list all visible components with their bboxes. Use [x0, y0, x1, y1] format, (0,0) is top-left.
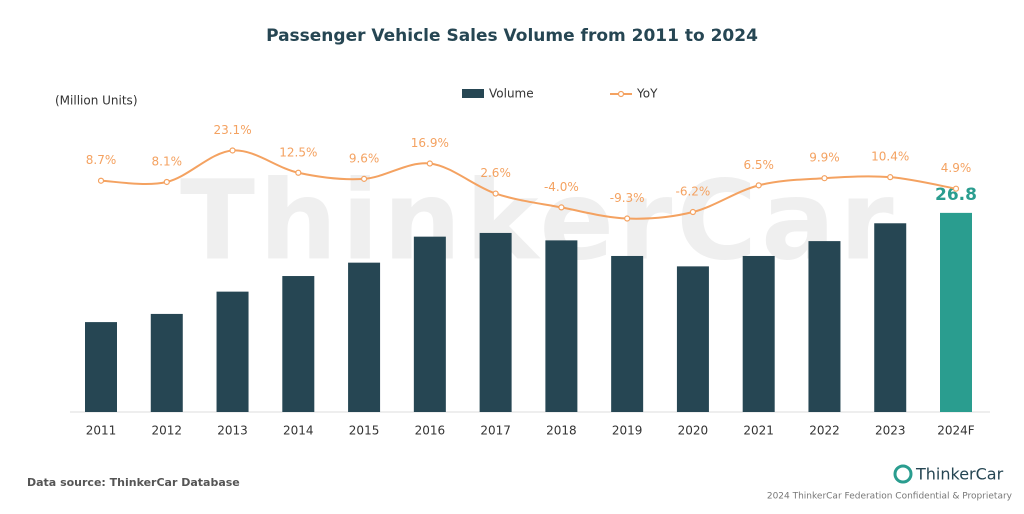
value-label: 26.8 [935, 185, 977, 205]
x-tick-label: 2013 [217, 424, 248, 438]
bar [85, 322, 117, 412]
x-tick-label: 2019 [612, 424, 643, 438]
x-tick-label: 2021 [743, 424, 774, 438]
legend-label: Volume [489, 87, 534, 101]
yoy-label: 12.5% [279, 145, 317, 159]
yoy-point [229, 147, 236, 154]
yoy-point [426, 160, 433, 167]
yoy-point [624, 215, 631, 222]
bar [940, 212, 972, 412]
bar [808, 241, 841, 412]
yoy-label: -9.3% [610, 191, 645, 205]
watermark: ThinkerCar [180, 156, 898, 284]
yoy-point [689, 208, 697, 216]
yoy-label: 4.9% [941, 161, 972, 175]
x-tick-label: 2017 [480, 424, 511, 438]
bar [413, 236, 446, 412]
yoy-point [755, 182, 762, 189]
yoy-label: 9.9% [809, 151, 840, 165]
x-tick-label: 2023 [875, 424, 906, 438]
unit-label: (Million Units) [55, 94, 138, 108]
yoy-point [295, 169, 302, 176]
yoy-label: 16.9% [411, 136, 449, 150]
yoy-label: 2.6% [480, 166, 511, 180]
bar [874, 223, 907, 412]
yoy-point [492, 190, 499, 197]
yoy-point [360, 175, 368, 182]
footer: 2024 ThinkerCar Federation Confidential … [767, 492, 1013, 502]
yoy-label: 8.7% [86, 153, 117, 167]
x-tick-label: 2011 [86, 424, 117, 438]
bar [216, 291, 249, 412]
legend-marker [617, 90, 625, 98]
bar [611, 255, 644, 412]
x-tick-label: 2018 [546, 424, 577, 438]
chart-title: Passenger Vehicle Sales Volume from 2011… [266, 26, 758, 46]
yoy-label: 6.5% [743, 158, 774, 172]
bar [742, 255, 775, 412]
yoy-label: -4.0% [544, 180, 579, 194]
yoy-label: -6.2% [676, 185, 711, 199]
yoy-point [821, 175, 828, 182]
bar [348, 262, 381, 412]
brand: ThinkerCar [915, 465, 1004, 484]
yoy-point [558, 204, 565, 211]
bar [282, 276, 315, 412]
x-tick-label: 2024F [937, 424, 975, 438]
yoy-point [887, 174, 894, 181]
bar [479, 232, 512, 412]
logo-icon [893, 464, 913, 484]
legend-label: YoY [636, 87, 658, 101]
yoy-label: 10.4% [871, 150, 909, 164]
x-tick-label: 2014 [283, 424, 314, 438]
x-tick-label: 2016 [415, 424, 446, 438]
x-tick-label: 2012 [151, 424, 182, 438]
yoy-line [100, 149, 957, 220]
yoy-point [97, 177, 105, 184]
yoy-point [952, 185, 960, 192]
bar [545, 240, 578, 412]
source: Data source: ThinkerCar Database [27, 476, 240, 489]
x-tick-label: 2022 [809, 424, 840, 438]
yoy-label: 8.1% [152, 154, 183, 168]
x-tick-label: 2020 [678, 424, 709, 438]
yoy-label: 23.1% [213, 123, 251, 137]
yoy-label: 9.6% [349, 151, 380, 165]
bar [150, 313, 183, 412]
legend-swatch [462, 89, 484, 98]
bar [676, 266, 709, 412]
yoy-point [163, 178, 170, 186]
x-tick-label: 2015 [349, 424, 380, 438]
